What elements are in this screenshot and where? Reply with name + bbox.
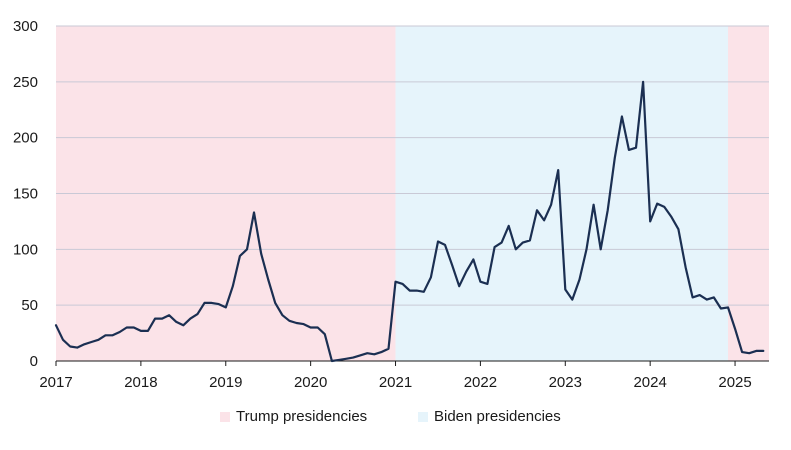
x-tick-label: 2025	[718, 374, 751, 391]
legend-item-trump: Trump presidencies	[220, 408, 367, 425]
legend-label-biden: Biden presidencies	[434, 408, 561, 425]
x-tick-label: 2021	[379, 374, 412, 391]
x-tick-label: 2022	[464, 374, 497, 391]
y-tick-label: 0	[30, 353, 38, 370]
x-tick-label: 2019	[209, 374, 242, 391]
legend-swatch-biden	[418, 411, 428, 422]
y-axis-ticks: 0 50 100 150 200 250 300	[13, 18, 38, 370]
y-tick-label: 300	[13, 18, 38, 35]
y-tick-label: 200	[13, 130, 38, 147]
legend-swatch-trump	[220, 411, 230, 422]
legend: Trump presidencies Biden presidencies	[0, 408, 791, 432]
x-tick-label: 2023	[549, 374, 582, 391]
series-lines	[54, 80, 765, 363]
legend-item-biden: Biden presidencies	[418, 408, 561, 425]
series-line-0	[54, 80, 765, 363]
gridlines	[56, 25, 769, 306]
y-tick-label: 50	[21, 297, 38, 314]
x-tick-label: 2020	[294, 374, 327, 391]
x-tick-label: 2024	[633, 374, 666, 391]
legend-label-trump: Trump presidencies	[236, 408, 368, 425]
x-tick-label: 2018	[124, 374, 157, 391]
y-tick-label: 250	[13, 74, 38, 91]
y-tick-label: 150	[13, 186, 38, 203]
x-axis-tick-marks	[55, 361, 736, 366]
x-tick-label: 2017	[39, 374, 72, 391]
y-tick-label: 100	[13, 241, 38, 258]
x-axis-ticks: 2017 2018 2019 2020 2021 2022 2023 2024 2025	[39, 374, 751, 391]
